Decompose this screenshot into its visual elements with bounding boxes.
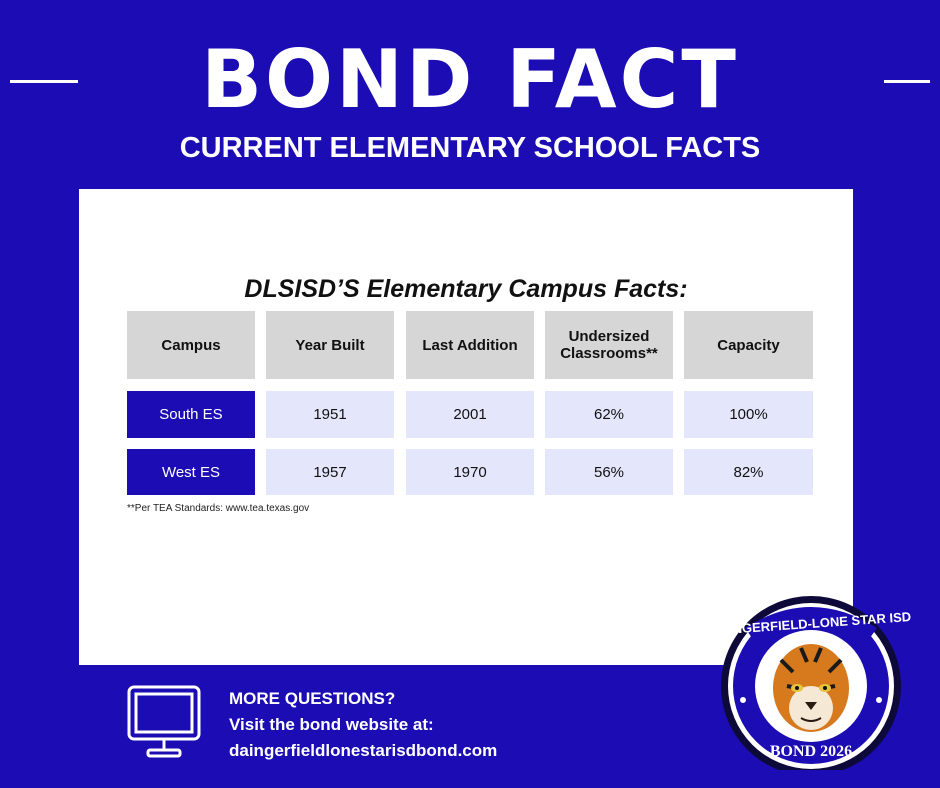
column-header-year-built: Year Built bbox=[266, 311, 394, 379]
computer-monitor-icon bbox=[127, 685, 201, 758]
contact-text: MORE QUESTIONS? Visit the bond website a… bbox=[229, 686, 497, 764]
table-cell-campus: South ES bbox=[127, 391, 255, 438]
contact-heading: MORE QUESTIONS? bbox=[229, 689, 396, 708]
table-cell-year-built: 1951 bbox=[266, 391, 394, 438]
column-header-last-addition: Last Addition bbox=[406, 311, 534, 379]
page-subtitle: CURRENT ELEMENTARY SCHOOL FACTS bbox=[179, 132, 761, 164]
table-cell-undersized: 56% bbox=[545, 449, 673, 495]
column-header-undersized-label: Undersized Classrooms** bbox=[560, 328, 658, 362]
table-cell-campus: West ES bbox=[127, 449, 255, 495]
column-header-campus: Campus bbox=[127, 311, 255, 379]
table-cell-last-addition: 2001 bbox=[406, 391, 534, 438]
column-header-capacity: Capacity bbox=[684, 311, 813, 379]
table-cell-undersized: 62% bbox=[545, 391, 673, 438]
table-cell-year-built: 1957 bbox=[266, 449, 394, 495]
svg-text:BOND 2026: BOND 2026 bbox=[770, 743, 852, 760]
table-cell-last-addition: 1970 bbox=[406, 449, 534, 495]
column-header-undersized-classrooms: Undersized Classrooms** bbox=[545, 311, 673, 379]
bond-website-link[interactable]: daingerfieldlonestarisdbond.com bbox=[229, 741, 498, 760]
title-rule-right bbox=[884, 80, 930, 83]
table-footnote: **Per TEA Standards: www.tea.texas.gov bbox=[127, 503, 310, 514]
tiger-seal-logo: DAINGERFIELD-LONE STAR ISD BOND 2026 bbox=[710, 596, 912, 770]
table-title: DLSISD’S Elementary Campus Facts: bbox=[244, 275, 688, 303]
contact-instruction: Visit the bond website at: bbox=[229, 715, 434, 734]
title-rule-left bbox=[10, 80, 78, 83]
table-cell-capacity: 82% bbox=[684, 449, 813, 495]
page-title: BOND FACT bbox=[201, 33, 739, 126]
table-cell-capacity: 100% bbox=[684, 391, 813, 438]
facts-card: DLSISD’S Elementary Campus Facts: Campus… bbox=[79, 189, 853, 665]
